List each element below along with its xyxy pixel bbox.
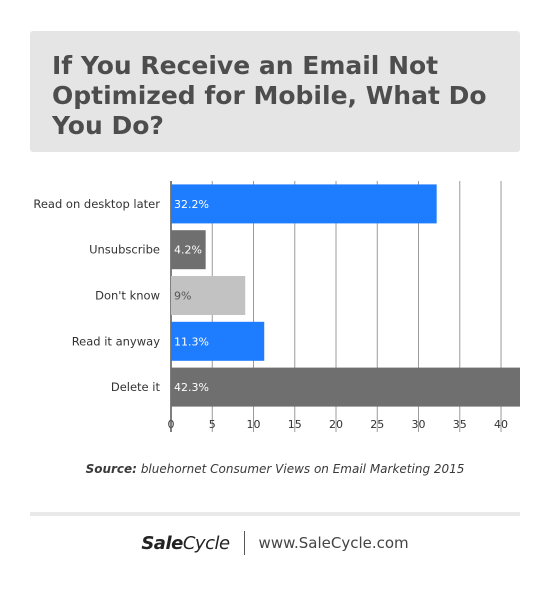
x-tick-label: 15 xyxy=(288,418,302,431)
x-tick-label: 35 xyxy=(453,418,467,431)
x-tick-label: 5 xyxy=(209,418,216,431)
x-tick-label: 30 xyxy=(412,418,426,431)
data-label: 42.3% xyxy=(174,381,209,394)
source-text: bluehornet Consumer Views on Email Marke… xyxy=(140,462,465,476)
x-tick-label: 25 xyxy=(370,418,384,431)
footer-separator xyxy=(243,531,245,555)
footer: SaleCycle www.SaleCycle.com xyxy=(0,530,550,556)
footer-url: www.SaleCycle.com xyxy=(258,534,409,552)
bar xyxy=(171,184,437,224)
category-label: Don't know xyxy=(95,289,160,303)
category-label: Unsubscribe xyxy=(89,243,160,257)
source-label: Source: xyxy=(85,462,137,476)
bar xyxy=(171,230,206,270)
footer-divider xyxy=(30,512,520,516)
source-note: Source: bluehornet Consumer Views on Ema… xyxy=(0,462,550,476)
x-tick-label: 20 xyxy=(329,418,343,431)
bar xyxy=(171,321,265,361)
title-box: If You Receive an Email Not Optimized fo… xyxy=(30,31,520,152)
x-tick-label: 40 xyxy=(494,418,508,431)
data-label: 11.3% xyxy=(174,335,209,348)
salecycle-logo: SaleCycle xyxy=(141,532,230,554)
bar xyxy=(171,276,246,315)
category-label: Read it anyway xyxy=(72,334,161,348)
chart-title: If You Receive an Email Not Optimized fo… xyxy=(52,51,487,140)
category-label: Read on desktop later xyxy=(33,197,160,211)
bar-chart: 051015202530354032.2%Read on desktop lat… xyxy=(33,181,520,432)
category-label: Delete it xyxy=(111,380,161,394)
data-label: 4.2% xyxy=(174,244,202,257)
x-tick-label: 10 xyxy=(247,418,261,431)
bar xyxy=(171,367,520,407)
data-label: 32.2% xyxy=(174,198,209,211)
data-label: 9% xyxy=(174,290,191,303)
